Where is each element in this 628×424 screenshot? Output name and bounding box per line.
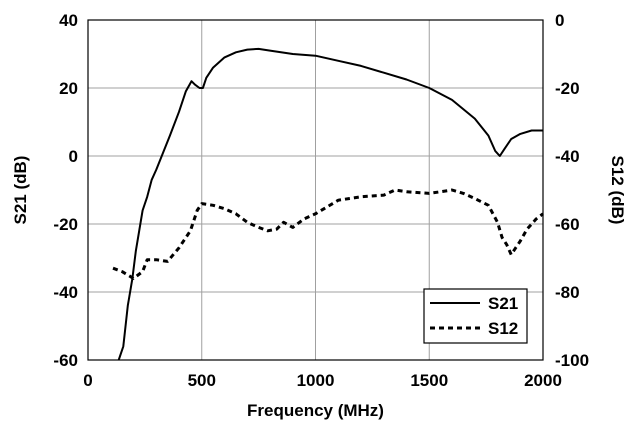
y-left-tick-label: 40 (59, 11, 78, 30)
x-tick-label: 2000 (524, 371, 562, 390)
x-tick-label: 0 (83, 371, 92, 390)
y-right-tick-label: -20 (555, 79, 580, 98)
series-line-s12 (112, 188, 544, 280)
y-left-tick-label: 20 (59, 79, 78, 98)
x-tick-label: 1500 (410, 371, 448, 390)
series-layer (112, 47, 544, 361)
y-right-tick-label: -100 (555, 351, 589, 370)
y-right-tick-label: -80 (555, 283, 580, 302)
y-right-tick-label: -60 (555, 215, 580, 234)
plot-area-border (87, 19, 544, 361)
legend-label-s21: S21 (488, 294, 518, 313)
x-tick-label: 500 (188, 371, 216, 390)
x-axis-title: Frequency (MHz) (247, 401, 384, 420)
legend: S21 S12 (423, 288, 528, 344)
x-tick-label: 1000 (297, 371, 335, 390)
series-line-s21 (117, 47, 543, 361)
y-left-tick-label: -40 (53, 283, 78, 302)
y-left-tick-label: 0 (69, 147, 78, 166)
legend-label-s12: S12 (488, 319, 518, 338)
y-left-tick-label: -60 (53, 351, 78, 370)
y-axis-right-title: S12 (dB) (608, 156, 627, 225)
y-right-tick-label: -40 (555, 147, 580, 166)
tick-labels: 0 500 1000 1500 2000 40 20 0 -20 -40 -60 0 -20 -40 -60… (53, 11, 589, 390)
y-left-tick-label: -20 (53, 215, 78, 234)
y-right-tick-label: 0 (555, 11, 564, 30)
legend-box (423, 288, 528, 344)
y-axis-left-title: S21 (dB) (11, 156, 30, 225)
